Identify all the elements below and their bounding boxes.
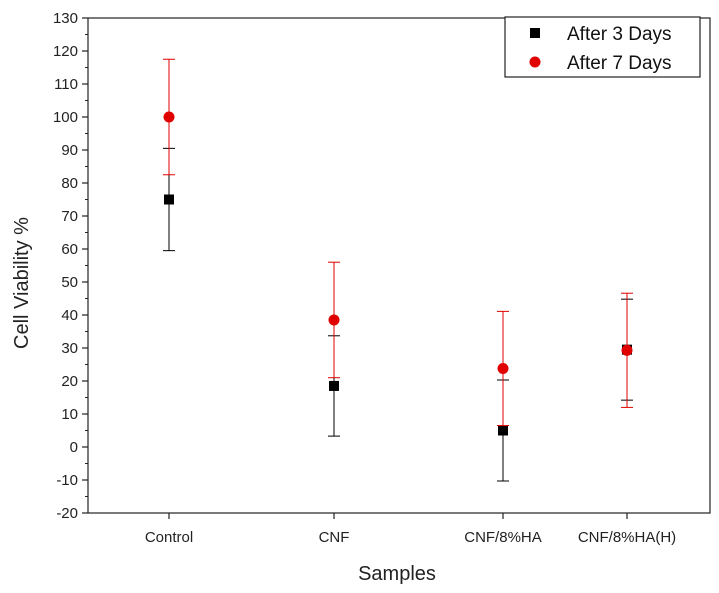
data-point-square	[329, 380, 339, 391]
y-tick-label: 20	[61, 373, 78, 390]
x-tick-label: CNF	[319, 529, 350, 546]
data-point-circle	[328, 314, 340, 326]
x-tick-label: CNF/8%HA	[464, 529, 542, 546]
series-after-3-days	[163, 147, 633, 482]
legend-marker-3-days	[530, 28, 540, 38]
y-tick-label: 0	[70, 439, 78, 456]
plot-area	[87, 17, 711, 514]
y-axis-title: Cell Viability %	[11, 217, 33, 349]
data-point-circle	[621, 344, 633, 356]
x-tick-label: CNF/8%HA(H)	[578, 529, 676, 546]
y-tick-label: 40	[61, 307, 78, 324]
legend-label-7-days: After 7 Days	[567, 53, 672, 74]
plot-frame	[87, 17, 711, 514]
data-point-circle	[497, 362, 509, 374]
y-tick-label: 110	[54, 76, 78, 93]
series-after-7-days	[163, 58, 633, 427]
y-tick-label: 100	[53, 109, 78, 126]
x-axis: Control CNF CNF/8%HA CNF/8%HA(H)	[145, 513, 676, 546]
y-tick-label: -10	[56, 472, 78, 489]
y-tick-label: 70	[61, 208, 78, 225]
y-tick-label: 50	[61, 274, 78, 291]
y-axis: -20 -10 0 10 20 30 40 50 60 70 80 90 100 110 120 130	[53, 10, 88, 522]
y-tick-label: 10	[61, 406, 78, 423]
x-tick-label: Control	[145, 529, 193, 546]
y-tick-label: 130	[53, 10, 78, 27]
data-point-square	[164, 194, 174, 205]
y-tick-label: 60	[61, 241, 78, 258]
series-layer	[163, 58, 633, 482]
legend-marker-7-days	[529, 56, 541, 68]
legend: After 3 Days After 7 Days	[504, 16, 701, 78]
legend-label-3-days: After 3 Days	[567, 24, 672, 45]
y-tick-label: -20	[56, 505, 78, 522]
data-point-square	[498, 425, 508, 436]
x-axis-title: Samples	[358, 563, 436, 585]
y-tick-label: 90	[61, 142, 78, 159]
y-tick-label: 120	[53, 43, 78, 60]
y-tick-label: 30	[61, 340, 78, 357]
y-tick-label: 80	[61, 175, 78, 192]
data-point-circle	[163, 111, 175, 123]
legend-box	[504, 16, 701, 78]
